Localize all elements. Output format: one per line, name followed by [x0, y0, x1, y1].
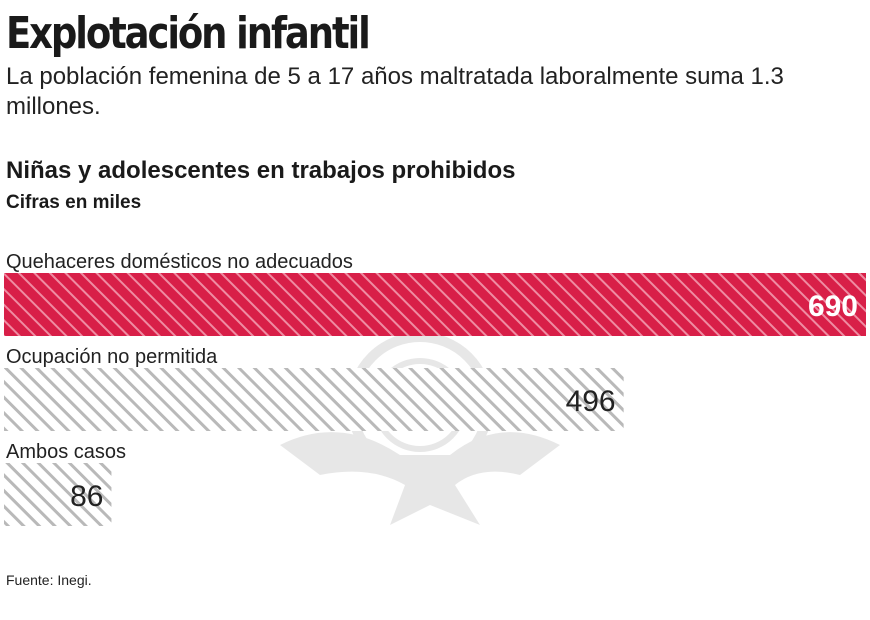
source-note: Fuente: Inegi. [6, 572, 92, 588]
chart-title: Niñas y adolescentes en trabajos prohibi… [6, 157, 516, 184]
bar [4, 273, 866, 336]
bar [4, 463, 112, 526]
category-label: Quehaceres domésticos no adecuados [6, 251, 353, 273]
page-subtitle: La población femenina de 5 a 17 años mal… [6, 63, 784, 120]
category-label: Ocupación no permitida [6, 346, 218, 368]
value-label: 496 [566, 385, 616, 418]
chart-subtitle: Cifras en miles [6, 192, 142, 213]
bar-chart: Quehaceres domésticos no adecuados 690 Ocu… [4, 251, 866, 526]
page-title: Explotación infantil [6, 8, 371, 59]
category-label: Ambos casos [6, 441, 126, 463]
bar [4, 368, 624, 431]
value-label: 86 [70, 480, 103, 513]
value-label: 690 [808, 290, 858, 323]
